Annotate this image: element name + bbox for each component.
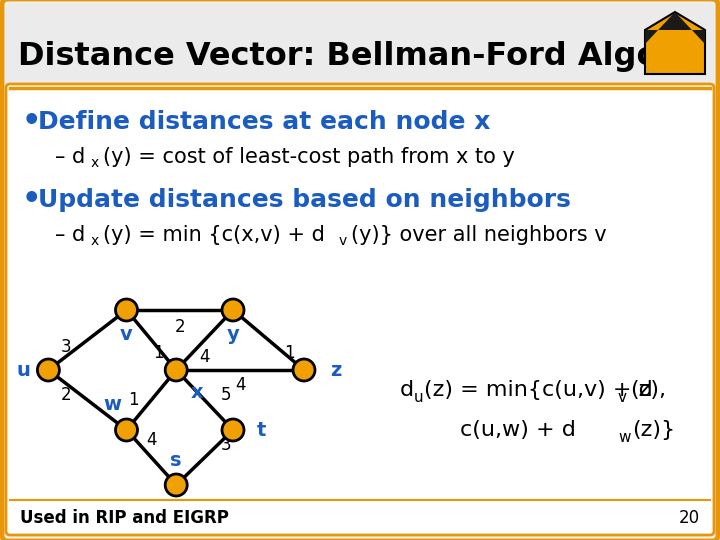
Text: Update distances based on neighbors: Update distances based on neighbors	[38, 188, 571, 212]
Text: 3: 3	[60, 339, 71, 356]
Text: c(u,w) + d: c(u,w) + d	[460, 420, 576, 440]
Circle shape	[37, 359, 60, 381]
Text: 2: 2	[174, 319, 185, 336]
FancyBboxPatch shape	[6, 84, 714, 535]
Circle shape	[222, 299, 244, 321]
Circle shape	[165, 359, 187, 381]
Text: 1: 1	[153, 343, 163, 361]
Text: d: d	[400, 380, 414, 400]
Text: •: •	[22, 107, 42, 137]
Text: 4: 4	[146, 431, 157, 449]
Text: – d: – d	[55, 225, 85, 245]
Text: x: x	[91, 156, 99, 170]
FancyBboxPatch shape	[6, 3, 714, 89]
Text: v: v	[339, 234, 347, 248]
Text: Define distances at each node x: Define distances at each node x	[38, 110, 490, 134]
Text: w: w	[618, 429, 631, 444]
Text: (z) = min{c(u,v) + d: (z) = min{c(u,v) + d	[424, 380, 653, 400]
Text: v: v	[618, 389, 627, 404]
Text: 2: 2	[60, 386, 71, 404]
Text: Used in RIP and EIGRP: Used in RIP and EIGRP	[20, 509, 229, 527]
Text: 3: 3	[220, 436, 231, 454]
Text: s: s	[171, 450, 182, 469]
Circle shape	[115, 299, 138, 321]
Polygon shape	[645, 12, 705, 74]
Text: 1: 1	[128, 391, 139, 409]
Text: – d: – d	[55, 147, 85, 167]
Circle shape	[115, 419, 138, 441]
Text: (y) = min {c(x,v) + d: (y) = min {c(x,v) + d	[103, 225, 325, 245]
Text: 20: 20	[679, 509, 700, 527]
Text: x: x	[192, 383, 204, 402]
Text: y: y	[227, 326, 239, 345]
Text: u: u	[17, 361, 30, 380]
Text: Distance Vector: Bellman-Ford Algo: Distance Vector: Bellman-Ford Algo	[18, 42, 659, 72]
Circle shape	[165, 474, 187, 496]
Text: 4: 4	[235, 376, 246, 394]
Text: (y) = cost of least-cost path from x to y: (y) = cost of least-cost path from x to …	[103, 147, 515, 167]
Text: t: t	[257, 421, 266, 440]
Polygon shape	[645, 12, 705, 44]
Circle shape	[293, 359, 315, 381]
Text: 4: 4	[199, 348, 210, 367]
Text: (z)}: (z)}	[632, 420, 675, 440]
Text: 5: 5	[220, 386, 231, 404]
Circle shape	[222, 419, 244, 441]
Text: (z),: (z),	[630, 380, 666, 400]
Text: u: u	[414, 389, 423, 404]
Text: x: x	[91, 234, 99, 248]
Text: •: •	[22, 186, 42, 214]
Text: w: w	[103, 395, 121, 415]
Text: 1: 1	[284, 343, 295, 361]
Text: (y)} over all neighbors v: (y)} over all neighbors v	[351, 225, 607, 245]
Text: v: v	[120, 326, 133, 345]
Text: z: z	[330, 361, 341, 380]
